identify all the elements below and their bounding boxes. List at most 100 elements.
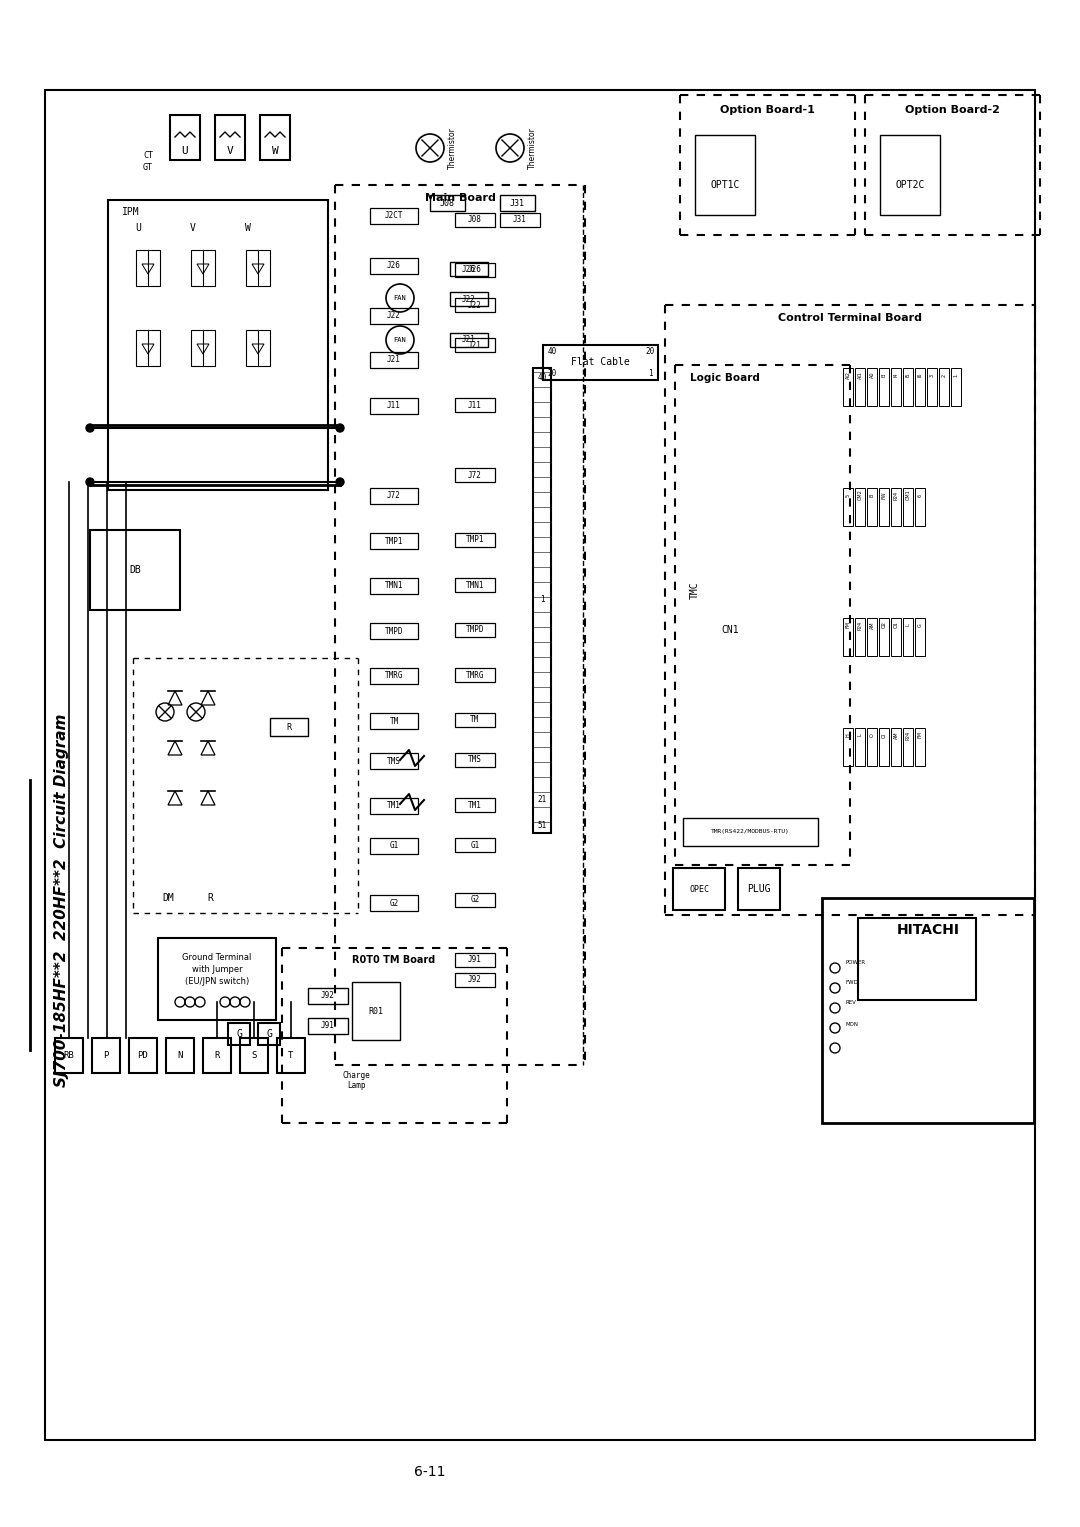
Circle shape <box>336 425 345 432</box>
Text: (EU/JPN switch): (EU/JPN switch) <box>185 977 249 986</box>
Bar <box>370 208 418 224</box>
Text: RB: RB <box>64 1051 75 1060</box>
Bar <box>203 1038 231 1073</box>
Text: J22: J22 <box>387 312 401 321</box>
Text: HITACHI: HITACHI <box>896 922 959 938</box>
Text: CM2: CM2 <box>858 490 863 501</box>
Bar <box>455 893 495 907</box>
Text: CN1: CN1 <box>721 625 739 635</box>
Text: Al2: Al2 <box>846 371 851 379</box>
Text: O1: O1 <box>893 621 899 629</box>
Bar <box>534 368 551 834</box>
Text: TMS: TMS <box>387 756 401 765</box>
Bar <box>696 134 755 215</box>
Text: J31: J31 <box>510 199 525 208</box>
Text: TMRG: TMRG <box>384 672 403 681</box>
Text: 1: 1 <box>540 596 544 605</box>
Bar <box>939 368 949 406</box>
Bar <box>170 115 200 160</box>
Text: l4: l4 <box>893 373 899 377</box>
Bar <box>90 530 180 609</box>
Text: 3: 3 <box>930 374 934 377</box>
Bar <box>843 728 853 767</box>
Text: Flat Cable: Flat Cable <box>570 357 630 366</box>
Bar <box>891 368 901 406</box>
Circle shape <box>336 478 345 486</box>
Text: G1: G1 <box>390 841 399 851</box>
Text: 51: 51 <box>538 820 546 829</box>
Text: J2CT: J2CT <box>384 212 403 220</box>
Bar <box>455 753 495 767</box>
Bar <box>880 134 940 215</box>
Text: MON: MON <box>845 1023 858 1028</box>
Text: H: H <box>846 733 851 738</box>
Text: Charge: Charge <box>342 1070 369 1080</box>
Text: J26: J26 <box>462 264 476 273</box>
Text: J08: J08 <box>468 215 482 224</box>
Text: FM: FM <box>918 731 922 739</box>
Text: POWER: POWER <box>845 959 865 965</box>
Text: FW: FW <box>881 492 887 499</box>
Text: Main Board: Main Board <box>424 192 496 203</box>
Bar <box>228 1023 249 1044</box>
Text: DM: DM <box>162 893 174 902</box>
Bar <box>455 953 495 967</box>
Circle shape <box>86 425 94 432</box>
Bar <box>450 263 488 276</box>
Bar <box>129 1038 157 1073</box>
Bar <box>108 200 328 490</box>
Bar <box>822 898 1034 1122</box>
Text: TMN1: TMN1 <box>465 580 484 589</box>
Text: TMC: TMC <box>690 582 700 599</box>
Text: Thermistor: Thermistor <box>528 127 537 169</box>
Bar <box>915 728 924 767</box>
Bar <box>855 618 865 657</box>
Text: REV: REV <box>845 1000 855 1005</box>
Text: 40: 40 <box>538 374 546 382</box>
Text: Logic Board: Logic Board <box>690 373 760 383</box>
Bar <box>276 1038 305 1073</box>
Bar <box>260 115 291 160</box>
Text: O2: O2 <box>881 621 887 629</box>
Text: TMP1: TMP1 <box>465 536 484 545</box>
Bar <box>915 618 924 657</box>
Text: J26: J26 <box>468 266 482 275</box>
Text: CM1: CM1 <box>905 490 910 501</box>
Bar <box>673 867 725 910</box>
Bar <box>191 250 215 286</box>
Text: P: P <box>104 1051 109 1060</box>
Text: CT: CT <box>143 151 153 159</box>
Text: 2: 2 <box>942 374 946 377</box>
Text: l3: l3 <box>881 373 887 377</box>
Text: TMRG: TMRG <box>465 670 484 680</box>
Text: TM1: TM1 <box>387 802 401 811</box>
Bar <box>450 292 488 305</box>
Text: J31: J31 <box>513 215 527 224</box>
Text: G2: G2 <box>390 898 399 907</box>
Text: S: S <box>252 1051 257 1060</box>
Text: T: T <box>288 1051 294 1060</box>
Text: J11: J11 <box>468 400 482 409</box>
Text: R: R <box>214 1051 219 1060</box>
Text: 21: 21 <box>538 796 546 805</box>
Bar <box>215 115 245 160</box>
Bar <box>136 330 160 366</box>
Bar <box>270 718 308 736</box>
Bar <box>258 1023 280 1044</box>
Bar <box>370 713 418 728</box>
Text: 20: 20 <box>548 368 556 377</box>
Circle shape <box>86 478 94 486</box>
Bar <box>370 399 418 414</box>
Text: R: R <box>286 722 292 731</box>
Text: 5: 5 <box>846 493 851 496</box>
Text: OPEC: OPEC <box>689 884 708 893</box>
Bar <box>191 330 215 366</box>
Text: U: U <box>135 223 140 234</box>
Bar <box>92 1038 120 1073</box>
Bar <box>370 489 418 504</box>
Text: W: W <box>272 147 279 156</box>
Bar <box>843 618 853 657</box>
Text: J21: J21 <box>387 356 401 365</box>
Text: IPM: IPM <box>122 208 139 217</box>
Text: O: O <box>869 733 875 738</box>
